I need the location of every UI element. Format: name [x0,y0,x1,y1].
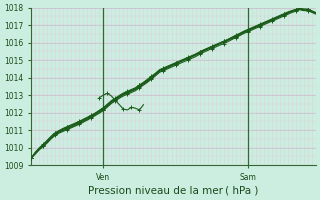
X-axis label: Pression niveau de la mer ( hPa ): Pression niveau de la mer ( hPa ) [88,186,259,196]
